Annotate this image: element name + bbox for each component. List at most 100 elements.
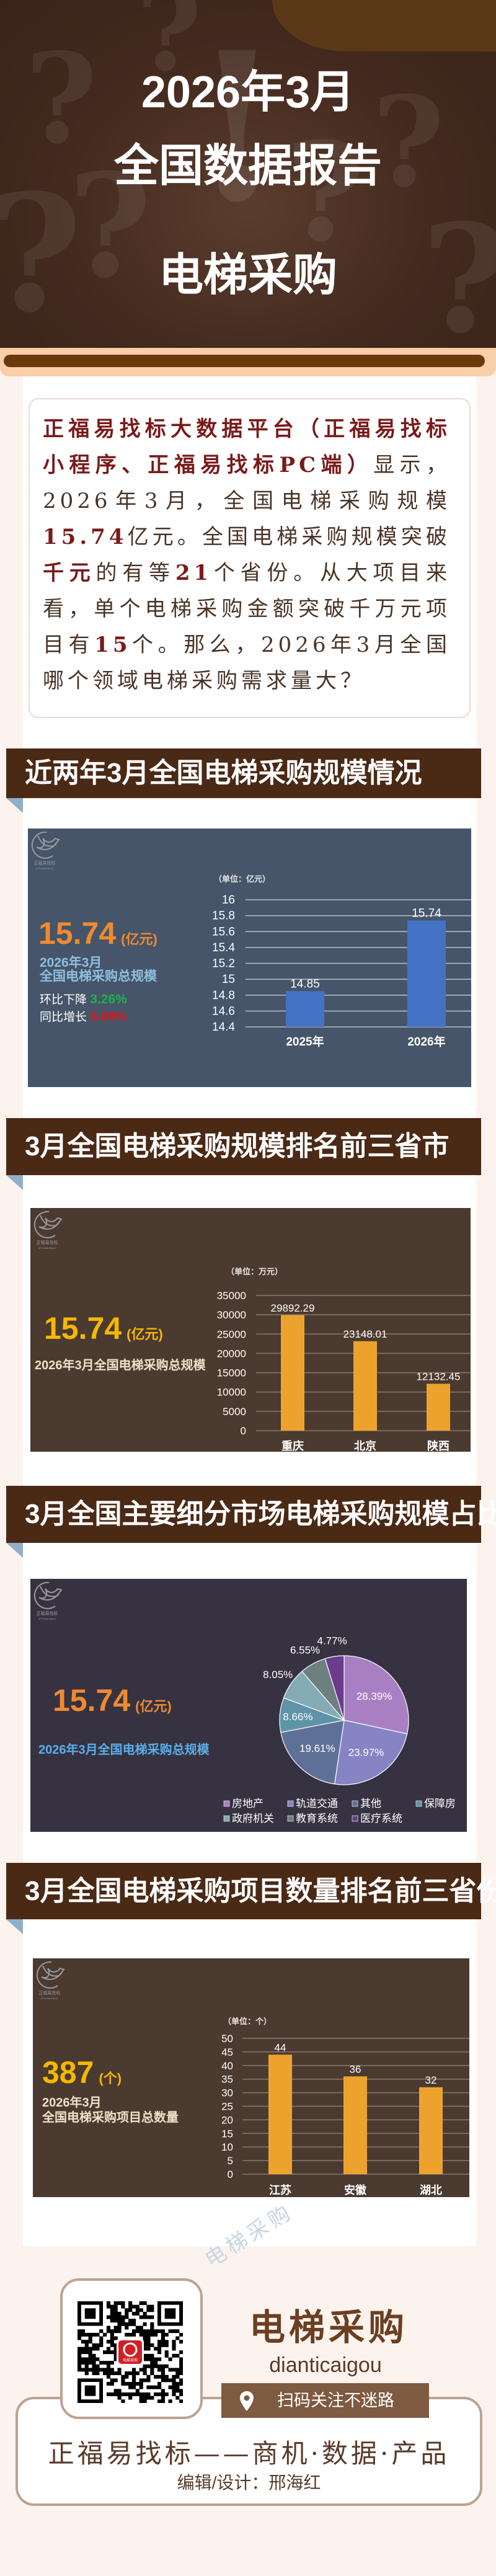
qr-module <box>128 2371 133 2376</box>
qr-module <box>92 2364 96 2368</box>
qr-module <box>146 2353 151 2358</box>
qr-module <box>110 2332 114 2337</box>
legend-swatch <box>223 1800 230 1807</box>
question-mark-decoration: ? <box>372 69 445 215</box>
qr-module <box>179 2371 183 2376</box>
qr-module <box>92 2353 96 2358</box>
qr-module <box>78 2361 82 2365</box>
qr-module <box>179 2350 183 2355</box>
logo-name: 正福易找标 <box>39 1990 61 1996</box>
intro-text: 的有等 <box>95 561 175 585</box>
total-scale-value: 15.74 (亿元) <box>44 1310 163 1353</box>
qr-module <box>106 2329 111 2334</box>
unit-label: （单位：亿元） <box>214 874 270 884</box>
qr-module <box>113 2329 118 2334</box>
qr-module <box>172 2389 176 2393</box>
y-tick-label: 50 <box>221 2033 233 2045</box>
qr-module <box>143 2315 147 2319</box>
qr-module <box>88 2353 92 2358</box>
y-tick-label: 25 <box>221 2101 233 2113</box>
qr-module <box>139 2396 143 2400</box>
qr-module <box>143 2371 147 2376</box>
qr-module <box>179 2332 183 2337</box>
qr-module <box>175 2385 180 2389</box>
qr-module <box>131 2378 136 2383</box>
qr-module <box>110 2368 114 2372</box>
qr-module <box>179 2357 183 2361</box>
qr-module <box>78 2368 82 2372</box>
pie-data-label: 4.77% <box>317 1635 347 1646</box>
data-label: 29892.29 <box>271 1302 315 1314</box>
summary-date: 2026年3月 <box>42 2096 102 2110</box>
qr-module <box>161 2364 165 2368</box>
qr-module <box>128 2382 133 2386</box>
qr-module <box>139 2368 143 2372</box>
qr-module <box>113 2357 118 2361</box>
qr-module <box>168 2378 172 2383</box>
qr-module <box>179 2382 183 2386</box>
qr-module <box>117 2301 122 2305</box>
qr-module <box>121 2319 125 2323</box>
qr-module <box>131 2374 136 2379</box>
logo-name: 正福易找标 <box>37 1240 58 1245</box>
qr-module <box>121 2301 125 2305</box>
qr-module <box>92 2368 96 2372</box>
total-value-unit: (亿元) <box>135 1699 172 1714</box>
qr-module <box>113 2343 118 2347</box>
qr-module <box>92 2371 96 2376</box>
qr-module <box>157 2382 162 2386</box>
qr-module <box>131 2368 136 2372</box>
y-tick-label: 20 <box>221 2114 233 2126</box>
y-tick-label: 15.4 <box>212 941 235 954</box>
qr-module <box>131 2304 136 2309</box>
hero-corner-shape <box>272 0 496 51</box>
qr-module <box>161 2371 165 2376</box>
qr-module <box>106 2301 111 2305</box>
qr-module <box>146 2329 151 2334</box>
mom-change: 环比下降 3.26% <box>40 990 127 1007</box>
qr-module <box>103 2350 107 2355</box>
exclamation-decoration: ! <box>192 7 282 247</box>
qr-module <box>81 2332 86 2337</box>
qr-module <box>172 2347 176 2351</box>
intro-large-project-count: 15 <box>94 633 131 657</box>
qr-module <box>164 2392 169 2396</box>
pie-data-label: 8.05% <box>263 1669 293 1681</box>
logo-bird <box>36 835 60 850</box>
qr-module <box>164 2353 169 2358</box>
footer-brand-pinyin: dianticaigou <box>269 2353 382 2377</box>
qr-module <box>121 2304 125 2309</box>
pie-data-label: 6.55% <box>290 1644 320 1656</box>
qr-module <box>81 2329 86 2334</box>
qr-module <box>175 2371 180 2376</box>
qr-module <box>135 2308 140 2312</box>
bar-江苏 <box>268 2054 292 2174</box>
qr-module <box>95 2332 100 2337</box>
qr-module <box>139 2308 143 2312</box>
qr-module <box>157 2329 162 2334</box>
qr-code[interactable]: 电梯采购 <box>78 2301 183 2403</box>
x-category-label: 2025年 <box>286 1034 324 1049</box>
qr-module <box>161 2392 165 2396</box>
data-label: 15.74 <box>412 907 441 920</box>
qr-module <box>128 2392 133 2396</box>
qr-module <box>103 2368 107 2372</box>
bar-安徽 <box>343 2076 367 2174</box>
qr-module <box>88 2336 92 2340</box>
logo-bird <box>38 1586 63 1601</box>
question-mark-decoration: ? <box>285 112 365 272</box>
y-tick-label: 5000 <box>223 1406 246 1418</box>
pie-slice-房地产 <box>343 1655 409 1734</box>
qr-module <box>161 2374 165 2379</box>
qr-module <box>128 2332 133 2337</box>
qr-module <box>128 2322 133 2326</box>
legend-swatch <box>415 1800 422 1807</box>
qr-module <box>135 2304 140 2309</box>
intro-paragraph: 正福易找标大数据平台（正福易找标小程序、正福易找标PC端）显示，2026年3月，… <box>29 398 471 718</box>
qr-module <box>106 2350 111 2355</box>
qr-module <box>121 2382 125 2386</box>
qr-module <box>131 2385 136 2389</box>
hero-title-report: 全国数据报告 <box>113 141 382 191</box>
qr-module <box>164 2343 169 2347</box>
scan-follow-label: 扫码关注不迷路 <box>277 2391 394 2410</box>
